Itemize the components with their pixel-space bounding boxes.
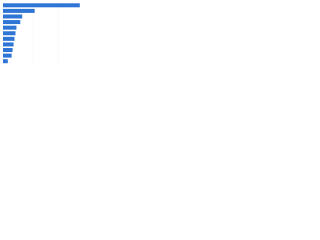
bar [3,3,80,8]
bar [3,20,21,25]
chart [0,0,100,71]
bar [3,36,15,41]
bar [3,31,16,36]
bar [3,59,8,64]
bar [3,25,17,30]
bar [3,48,13,53]
bar [3,53,12,58]
bar [3,8,35,13]
bar [3,14,23,19]
page: {"chart_data": {"type": "bar", "orientat… [0,0,100,71]
bar [3,42,14,47]
